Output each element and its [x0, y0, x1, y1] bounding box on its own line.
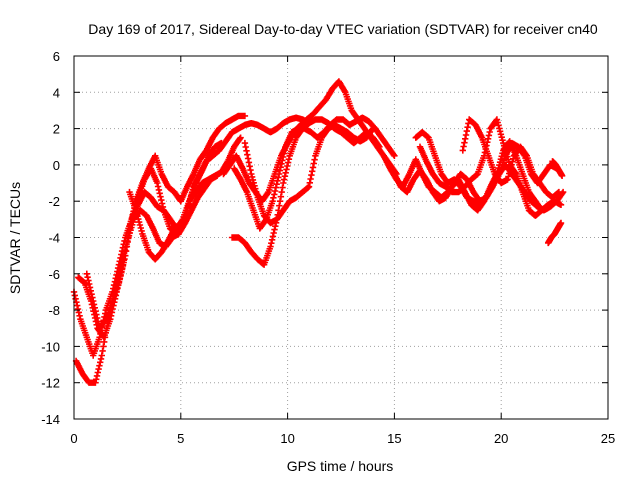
data-points-arc-14 — [459, 116, 563, 201]
data-points-arc-9 — [228, 116, 383, 268]
x-tick-label: 10 — [280, 431, 294, 446]
data-points-arc-13 — [416, 116, 565, 219]
y-tick-label: -4 — [48, 231, 60, 246]
y-tick-label: -14 — [41, 412, 60, 427]
y-tick-label: -6 — [48, 267, 60, 282]
data-points-arc-15 — [545, 219, 565, 247]
data-points-arc-16 — [549, 158, 566, 179]
x-tick-label: 20 — [494, 431, 508, 446]
grid-lines — [74, 56, 608, 419]
x-tick-label: 25 — [601, 431, 615, 446]
x-tick-label: 15 — [387, 431, 401, 446]
x-tick-label: 5 — [177, 431, 184, 446]
y-tick-label: 6 — [53, 49, 60, 64]
series-arc-15 — [545, 219, 565, 247]
axis-ticks — [73, 55, 609, 420]
y-axis-label: SDTVAR / TECUs — [7, 182, 23, 294]
chart-title: Day 169 of 2017, Sidereal Day-to-day VTE… — [88, 21, 598, 37]
data-layer — [70, 78, 567, 386]
y-tick-label: 2 — [53, 122, 60, 137]
series-arc-5 — [126, 114, 313, 263]
series-arc-16 — [549, 158, 566, 179]
data-points-arc-5 — [126, 114, 313, 263]
y-tick-label: -2 — [48, 194, 60, 209]
series-arc-9 — [228, 116, 383, 268]
y-tick-label: -10 — [41, 339, 60, 354]
series-arc-14 — [459, 116, 563, 201]
x-axis-label: GPS time / hours — [287, 458, 394, 474]
y-tick-label: -8 — [48, 303, 60, 318]
series-arc-13 — [416, 116, 565, 219]
y-tick-label: 0 — [53, 158, 60, 173]
x-tick-label: 0 — [70, 431, 77, 446]
y-tick-label: 4 — [53, 85, 60, 100]
tick-labels: 0 5 10 15 20 25 -14 -12 -10 -8 -6 -4 -2 0 2 4 6 — [41, 49, 615, 446]
y-tick-label: -12 — [41, 376, 60, 391]
